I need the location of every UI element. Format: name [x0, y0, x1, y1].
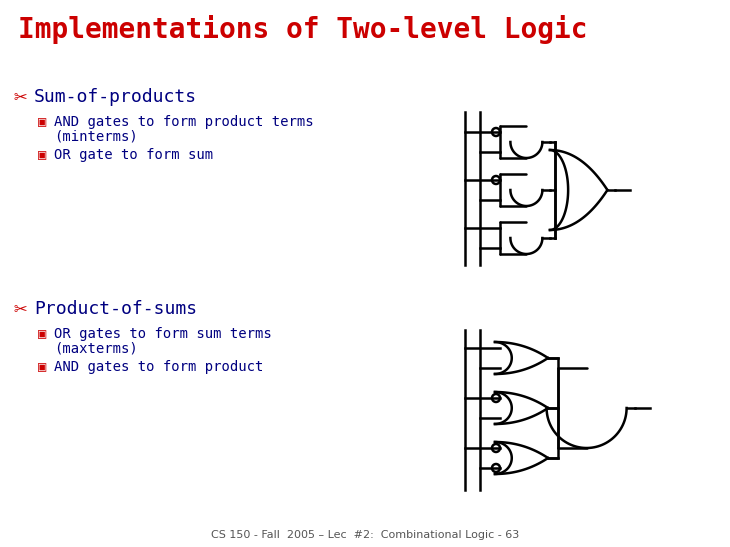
Text: ▣: ▣	[38, 327, 47, 341]
Text: (minterms): (minterms)	[54, 130, 138, 144]
Text: OR gates to form sum terms: OR gates to form sum terms	[54, 327, 272, 341]
Text: AND gates to form product terms: AND gates to form product terms	[54, 115, 314, 129]
Text: OR gate to form sum: OR gate to form sum	[54, 148, 213, 162]
Text: Product-of-sums: Product-of-sums	[34, 300, 197, 318]
Text: ✂: ✂	[14, 300, 28, 320]
Text: ▣: ▣	[38, 115, 47, 129]
Text: Implementations of Two-level Logic: Implementations of Two-level Logic	[18, 15, 588, 44]
Text: ▣: ▣	[38, 148, 47, 162]
Text: ▣: ▣	[38, 360, 47, 374]
Text: CS 150 - Fall  2005 – Lec  #2:  Combinational Logic - 63: CS 150 - Fall 2005 – Lec #2: Combination…	[211, 530, 519, 540]
Text: Sum-of-products: Sum-of-products	[34, 88, 197, 106]
Text: ✂: ✂	[14, 88, 28, 108]
Text: (maxterms): (maxterms)	[54, 342, 138, 356]
Text: AND gates to form product: AND gates to form product	[54, 360, 264, 374]
